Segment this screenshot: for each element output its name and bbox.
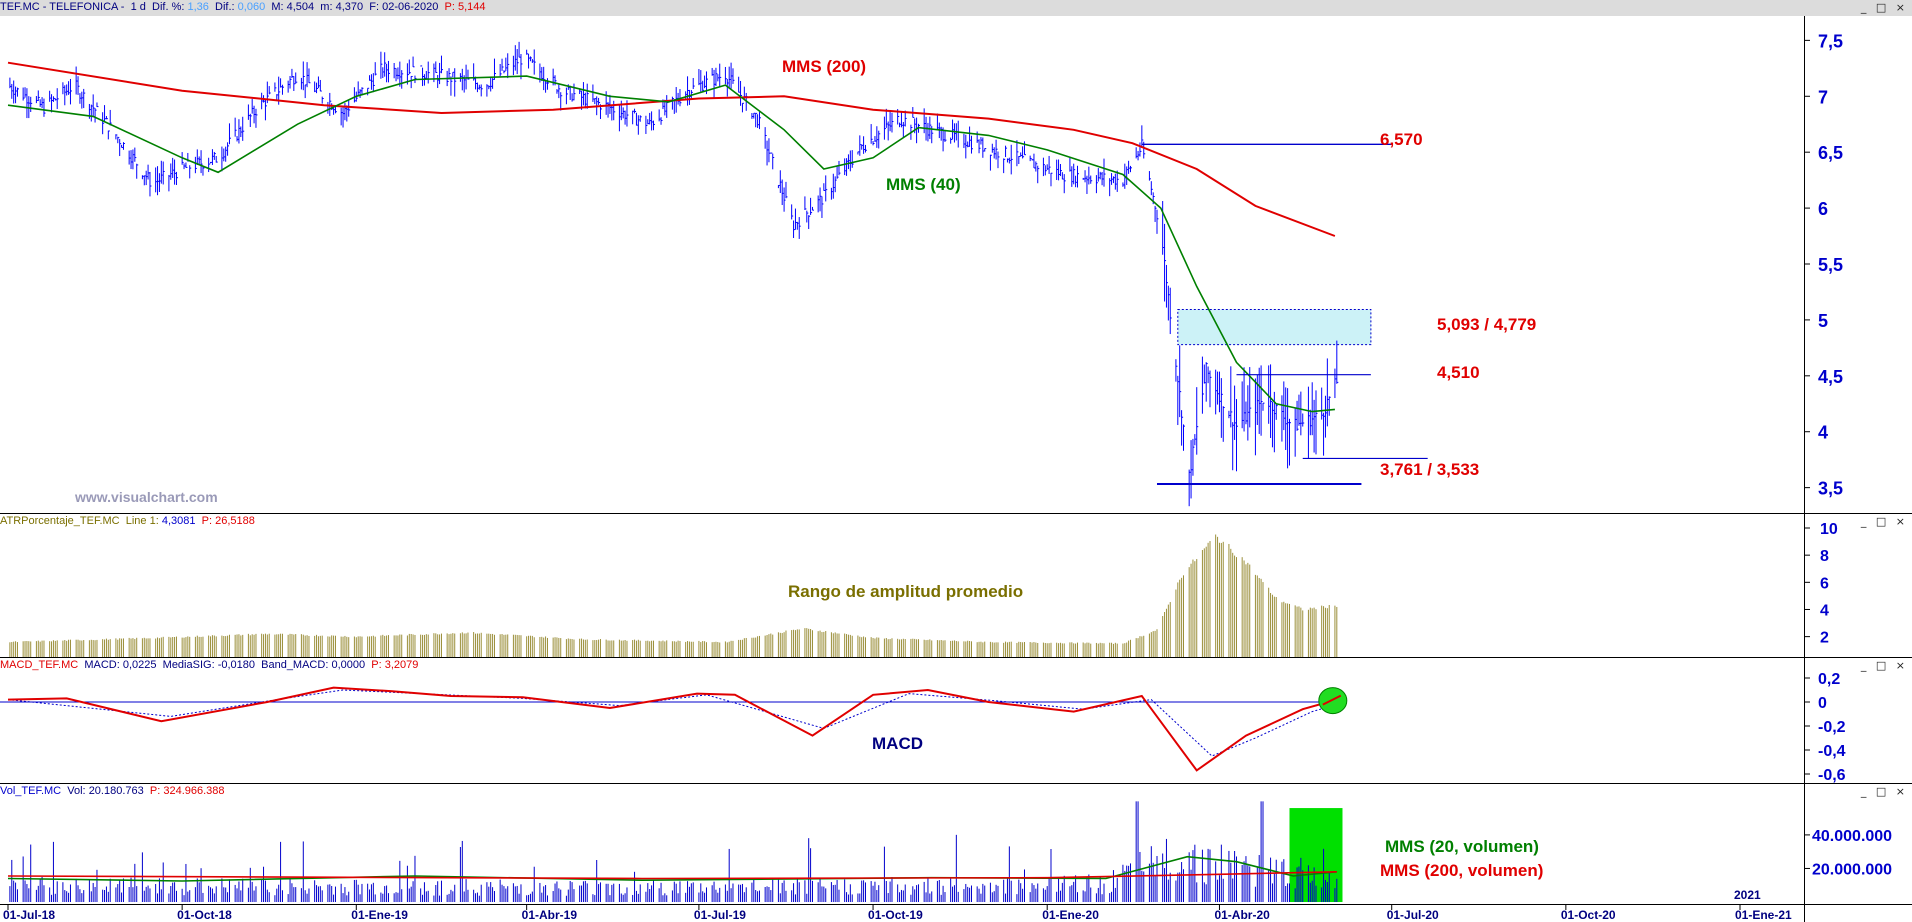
atr-axis-label: 8 <box>1820 548 1829 565</box>
max-value: 4,504 <box>286 1 315 13</box>
dif-pct-label: Dif. %: <box>152 1 185 13</box>
timeframe-label: 1 d <box>130 1 146 13</box>
atr-pane-header: ATRPorcentaje_TEF.MC Line 1: 4,3081 P: 2… <box>0 514 1912 530</box>
price-axis-label: 4 <box>1818 423 1828 443</box>
macd-axis-label: -0,6 <box>1818 767 1846 784</box>
macd-band-value: 0,0000 <box>331 659 366 671</box>
price-label: P: <box>444 1 455 13</box>
min-label: m: <box>320 1 333 13</box>
vol-axis-label: 20.000.000 <box>1812 861 1892 878</box>
pane-frames <box>0 16 1912 922</box>
price-axis-label: 6,5 <box>1818 143 1843 163</box>
price-pane-header: TEF.MC - TELEFONICA - 1 d Dif. %: 1,36 D… <box>0 0 1912 16</box>
x-axis-label: 01-Abr-19 <box>522 908 578 922</box>
macd-window-controls[interactable]: _ □ × <box>1860 659 1908 672</box>
macd-p-label: P: <box>371 659 382 671</box>
x-axis-label: 01-Oct-18 <box>177 908 232 922</box>
macd-line <box>7 686 1338 772</box>
macd-band-label: Band_MACD: <box>261 659 329 671</box>
x-axis-label: 01-Jul-20 <box>1387 908 1439 922</box>
resistance-zone <box>1177 309 1372 346</box>
macd-axis-label: -0,2 <box>1818 719 1846 736</box>
vol-p-label: P: <box>149 785 161 797</box>
atr-line-value: 4,3081 <box>161 515 196 527</box>
price-axis-label: 3,5 <box>1818 479 1843 499</box>
macd-signal-line <box>7 689 1337 757</box>
macd-axis-label: 0,2 <box>1818 671 1840 688</box>
macd-p-value: 3,2079 <box>384 659 419 671</box>
macd-name: MACD_TEF.MC <box>0 659 79 671</box>
annotation-4510: 4,510 <box>1437 363 1480 382</box>
x-axis-label: 01-Jul-18 <box>3 908 55 922</box>
vol-label: Vol: <box>67 785 86 797</box>
vol-value: 20.180.763 <box>88 785 144 797</box>
price-axis-label: 6 <box>1818 199 1828 219</box>
annotation-zone: 5,093 / 4,779 <box>1437 315 1536 334</box>
macd-pane-header: MACD_TEF.MC MACD: 0,0225 MediaSIG: -0,01… <box>0 658 1912 674</box>
min-value: 4,370 <box>335 1 364 13</box>
annotation-3761-3533: 3,761 / 3,533 <box>1380 460 1479 479</box>
annotation-mms200: MMS (200) <box>782 57 866 76</box>
watermark: www.visualchart.com <box>74 489 218 505</box>
atr-line-label: Line 1: <box>125 515 159 527</box>
mms200-line <box>7 61 1336 237</box>
x-axis-label: 01-Abr-20 <box>1214 908 1270 922</box>
vol-window-controls[interactable]: _ □ × <box>1860 785 1908 798</box>
x-axis-label: 01-Oct-20 <box>1561 908 1616 922</box>
x-axis-label: 01-Ene-20 <box>1042 908 1099 922</box>
atr-axis-label: 6 <box>1820 575 1829 592</box>
atr-axis-label: 2 <box>1820 630 1829 647</box>
year-marker: 2021 <box>1734 888 1761 902</box>
price-axis-label: 5 <box>1818 311 1828 331</box>
dif-pct-value: 1,36 <box>187 1 209 13</box>
x-axis-label: 01-Oct-19 <box>868 908 923 922</box>
vol-name: Vol_TEF.MC <box>0 785 62 797</box>
price-window-controls[interactable]: _ □ × <box>1860 1 1908 14</box>
vol-p-value: 324.966.388 <box>163 785 225 797</box>
date-value: 02-06-2020 <box>382 1 439 13</box>
macd-sig-value: -0,0180 <box>217 659 255 671</box>
macd-label: MACD: <box>84 659 120 671</box>
symbol-label: TEF.MC - TELEFONICA - <box>0 1 125 13</box>
vol-mms20-label: MMS (20, volumen) <box>1385 837 1539 856</box>
macd-value: 0,0225 <box>122 659 157 671</box>
macd-cross-line <box>1322 694 1342 706</box>
macd-sig-label: MediaSIG: <box>162 659 215 671</box>
x-axis-label: 01-Ene-19 <box>351 908 408 922</box>
atr-axis-label: 10 <box>1820 521 1838 538</box>
atr-window-controls[interactable]: _ □ × <box>1860 515 1908 528</box>
atr-axis-label: 4 <box>1820 602 1829 619</box>
vol-mms200-label: MMS (200, volumen) <box>1380 861 1543 880</box>
price-axis-label: 7,5 <box>1818 31 1843 51</box>
macd-axis-label: 0 <box>1818 695 1827 712</box>
macd-axis-label: -0,4 <box>1818 743 1846 760</box>
dif-value: 0,060 <box>237 1 266 13</box>
vol-axis-label: 40.000.000 <box>1812 828 1892 845</box>
dif-label: Dif.: <box>215 1 235 13</box>
atr-name: ATRPorcentaje_TEF.MC <box>0 515 120 527</box>
price-value: 5,144 <box>457 1 486 13</box>
price-axis-label: 7 <box>1818 87 1828 107</box>
atr-p-label: P: <box>201 515 213 527</box>
annotation-mms40: MMS (40) <box>886 175 961 194</box>
macd-title: MACD <box>872 734 923 753</box>
max-label: M: <box>271 1 284 13</box>
atr-p-value: 26,5188 <box>215 515 255 527</box>
vol-pane-header: Vol_TEF.MC Vol: 20.180.763 P: 324.966.38… <box>0 784 1912 800</box>
date-label: F: <box>369 1 380 13</box>
annotation-6570: 6,570 <box>1380 130 1423 149</box>
atr-title: Rango de amplitud promedio <box>788 582 1023 601</box>
vol-mms200-line <box>7 871 1337 880</box>
x-axis-label: 01-Jul-19 <box>694 908 746 922</box>
mms40-line <box>7 75 1335 413</box>
price-axis-label: 5,5 <box>1818 255 1843 275</box>
price-axis-label: 4,5 <box>1818 367 1843 387</box>
x-axis-label: 01-Ene-21 <box>1735 908 1792 922</box>
